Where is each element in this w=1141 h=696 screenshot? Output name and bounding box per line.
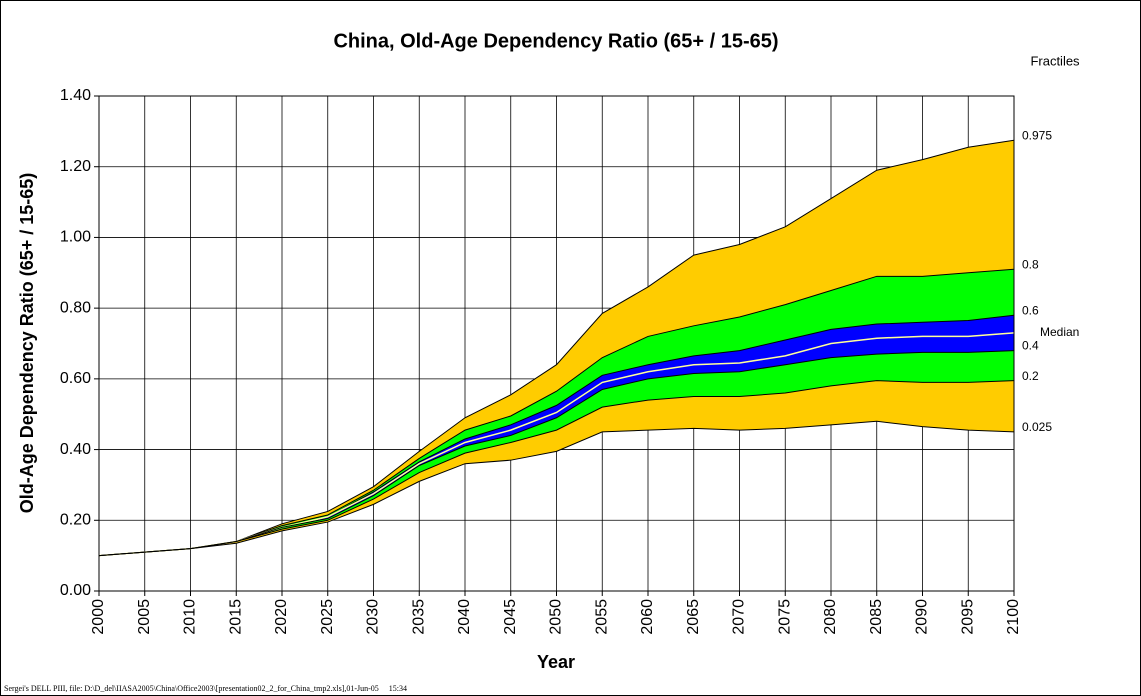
y-tick-label: 0.00 (60, 582, 91, 599)
x-tick-label: 2025 (319, 599, 336, 635)
legend-label: 0.6 (1022, 303, 1039, 317)
x-tick-label: 2075 (776, 599, 793, 635)
fractile-line (98, 380, 1015, 557)
fan-band (99, 380, 1014, 556)
x-tick-label: 2030 (365, 599, 382, 635)
y-tick-label: 1.40 (60, 87, 91, 104)
x-tick-label: 2065 (685, 599, 702, 635)
x-tick-label: 2020 (273, 599, 290, 635)
legend-label: 0.2 (1022, 369, 1039, 383)
x-tick-label: 2095 (959, 599, 976, 635)
x-tick-label: 2005 (136, 599, 153, 635)
y-tick-label: 0.40 (60, 441, 91, 458)
x-tick-label: 2055 (593, 599, 610, 635)
legend-label: 0.975 (1022, 128, 1052, 142)
legend-title: Fractiles (1030, 53, 1080, 68)
fan-band (99, 269, 1014, 556)
x-tick-label: 2070 (731, 599, 748, 635)
x-tick-label: 2050 (548, 599, 565, 635)
fractile-line (98, 350, 1015, 557)
x-tick-label: 2045 (502, 599, 519, 635)
y-tick-label: 0.80 (60, 299, 91, 316)
fan-band (99, 140, 1014, 556)
x-tick-label: 2040 (456, 599, 473, 635)
x-axis-label: Year (537, 652, 575, 672)
x-tick-label: 2080 (822, 599, 839, 635)
y-tick-label: 0.60 (60, 370, 91, 387)
footer: Sergei's DELL PIII, file: D:\D_del\IIASA… (4, 684, 407, 693)
y-tick-label: 0.20 (60, 512, 91, 529)
y-tick-label: 1.20 (60, 158, 91, 175)
x-tick-label: 2100 (1005, 599, 1022, 635)
x-tick-label: 2090 (914, 599, 931, 635)
x-tick-label: 2015 (227, 599, 244, 635)
y-tick-label: 1.00 (60, 229, 91, 246)
legend-label: 0.8 (1022, 257, 1039, 271)
legend-label: Median (1040, 325, 1079, 339)
x-tick-label: 2060 (639, 599, 656, 635)
legend-label: 0.4 (1022, 339, 1039, 353)
x-tick-label: 2035 (410, 599, 427, 635)
x-tick-label: 2010 (182, 599, 199, 635)
fan-band (99, 350, 1014, 556)
y-axis-label: Old-Age Dependency Ratio (65+ / 15-65) (17, 173, 37, 514)
legend-label: 0.025 (1022, 420, 1052, 434)
fractile-line (98, 420, 1015, 557)
chart-title: China, Old-Age Dependency Ratio (65+ / 1… (333, 30, 778, 52)
x-tick-label: 2085 (868, 599, 885, 635)
fractile-line (98, 139, 1015, 557)
x-tick-label: 2000 (90, 599, 107, 635)
